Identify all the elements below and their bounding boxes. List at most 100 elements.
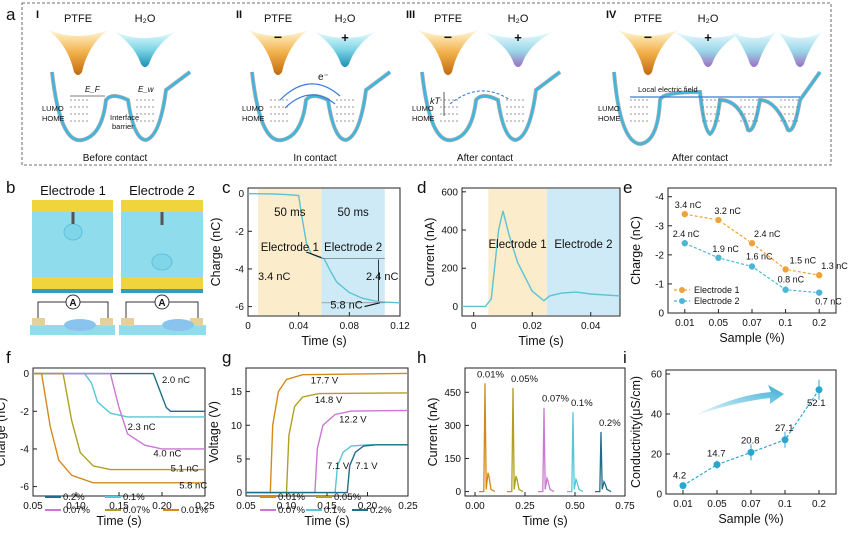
x-tick-label: 0 <box>471 321 477 332</box>
y-tick-label: 0 <box>23 369 29 380</box>
data-label: 3.2 nC <box>714 206 741 216</box>
data-point <box>815 386 823 394</box>
stage-roman: IV <box>606 9 617 21</box>
plus-sign: + <box>341 30 349 45</box>
water-label: H₂O <box>335 13 356 25</box>
legend-label: 0.01% <box>278 492 305 503</box>
y-tick-label: 0 <box>658 309 664 320</box>
y-tick-label: -4 <box>20 444 29 455</box>
peak-label: 0.01% <box>477 369 504 380</box>
panel-label-f: f <box>6 348 11 367</box>
y-tick-label: 0 <box>238 189 244 200</box>
lumo-label: LUMO <box>412 104 434 113</box>
legend-label: 0.1% <box>123 492 145 503</box>
region-name: Electrode 2 <box>554 239 612 251</box>
homo-label: HOME <box>598 114 621 123</box>
series-line-0.07% <box>33 372 205 471</box>
svg-text:A: A <box>69 298 76 309</box>
data-label: 52.1 <box>807 398 826 409</box>
y-tick-label: -1 <box>655 279 664 290</box>
water-cone <box>484 32 552 67</box>
kt-label: kT <box>430 96 442 106</box>
legend-label: 0.1% <box>324 505 346 516</box>
charge-annotation: 2.0 nC <box>162 375 190 386</box>
droplet-side-1 <box>64 319 96 331</box>
droplet-side-2 <box>162 319 194 331</box>
panel-label-i: i <box>623 348 627 367</box>
voltage-annotation: 7.1 V <box>327 461 350 472</box>
x-tick-label: 0.25 <box>398 501 418 512</box>
y-tick-label: -4 <box>655 192 664 203</box>
region-name: Electrode 2 <box>324 242 382 254</box>
charge-annotation: 5.1 nC <box>171 464 199 475</box>
region-duration: 50 ms <box>337 207 369 219</box>
y-tick-label: -4 <box>235 264 244 275</box>
electrode-2-top <box>121 200 203 212</box>
charge-annotation: 5.8 nC <box>179 480 207 491</box>
stage-roman: I <box>36 9 39 21</box>
y-tick-label: 0 <box>236 488 242 499</box>
minus-sign: − <box>644 29 652 45</box>
data-point <box>714 253 723 262</box>
panel-label-a: a <box>6 5 16 24</box>
lumo-label: LUMO <box>42 104 64 113</box>
panel-a-frame <box>21 2 832 166</box>
y-axis-label: Conductivity(μS/cm) <box>629 376 643 488</box>
y-tick-label: 10 <box>231 421 243 432</box>
legend-marker <box>679 287 685 293</box>
x-tick-label: 0.04 <box>289 321 309 332</box>
ptfe-label: PTFE <box>634 13 662 25</box>
legend-label: 0.05% <box>334 492 361 503</box>
charge-annotation: 4.0 nC <box>153 448 181 459</box>
ptfe-label: PTFE <box>64 13 92 25</box>
x-tick-label: 0.07 <box>741 499 761 510</box>
x-axis-label: Time (s) <box>518 334 563 348</box>
data-label: 0.8 nC <box>778 275 805 285</box>
annotation-2-4: 2.4 nC <box>366 271 398 283</box>
y-tick-label: 20 <box>651 450 663 461</box>
ptfe-label: PTFE <box>434 13 462 25</box>
droplet-1 <box>63 223 83 241</box>
ef-label: E_F <box>85 85 101 94</box>
x-axis-label: Time (s) <box>304 514 349 528</box>
legend-label: 0.07% <box>63 505 90 516</box>
data-label: 4.2 <box>673 471 686 482</box>
ammeter-1-icon <box>65 294 81 310</box>
legend-label: 0.2% <box>370 505 392 516</box>
water-cone <box>674 32 742 67</box>
svg-text:A: A <box>158 298 165 309</box>
data-point <box>714 216 723 224</box>
data-point <box>680 210 689 218</box>
x-tick-label: 0.04 <box>581 321 601 332</box>
series-line-0.2% <box>33 372 205 412</box>
ptfe-cone <box>248 30 308 75</box>
data-point <box>815 288 824 297</box>
legend-label: Electrode 1 <box>694 285 740 295</box>
data-label: 20.8 <box>741 435 760 446</box>
chart-c: 0 0.04 0.08 0.12 0 -2 -4 -6 Time (s) Charge (nC) 5… <box>209 187 410 348</box>
data-label: 1.6 nC <box>746 251 773 261</box>
thermal-arrow <box>449 90 511 105</box>
peak-label: 0.05% <box>511 374 538 385</box>
x-tick-label: 0.01 <box>673 499 693 510</box>
barrier-label: Interface <box>110 113 139 122</box>
electron-arrow <box>279 83 341 101</box>
chart-i: 0.01 0.05 0.07 0.1 0.2 0 20 40 60 Sample (%) Condu… <box>629 369 837 526</box>
peak-0.01% <box>479 383 496 493</box>
data-label: 27.1 <box>775 423 794 434</box>
ptfe-cone <box>618 30 678 75</box>
x-tick-label: 0.08 <box>340 321 360 332</box>
legend-marker <box>679 298 685 304</box>
data-label: 1.5 nC <box>790 255 817 265</box>
series-line <box>462 210 621 308</box>
x-tick-label: 0.01 <box>675 318 695 329</box>
data-label: 2.4 nC <box>754 229 781 239</box>
stage-roman: III <box>406 9 415 21</box>
chart-e: 0.01 0.05 0.07 0.1 0.2 0 -1 -2 -3 -4 Sample (%) Cha… <box>629 187 848 345</box>
plate-1 <box>32 205 113 285</box>
y-tick-label: 400 <box>441 226 458 237</box>
y-axis-label: Current (nA) <box>426 398 440 467</box>
x-tick-label: 0.05 <box>23 501 43 512</box>
